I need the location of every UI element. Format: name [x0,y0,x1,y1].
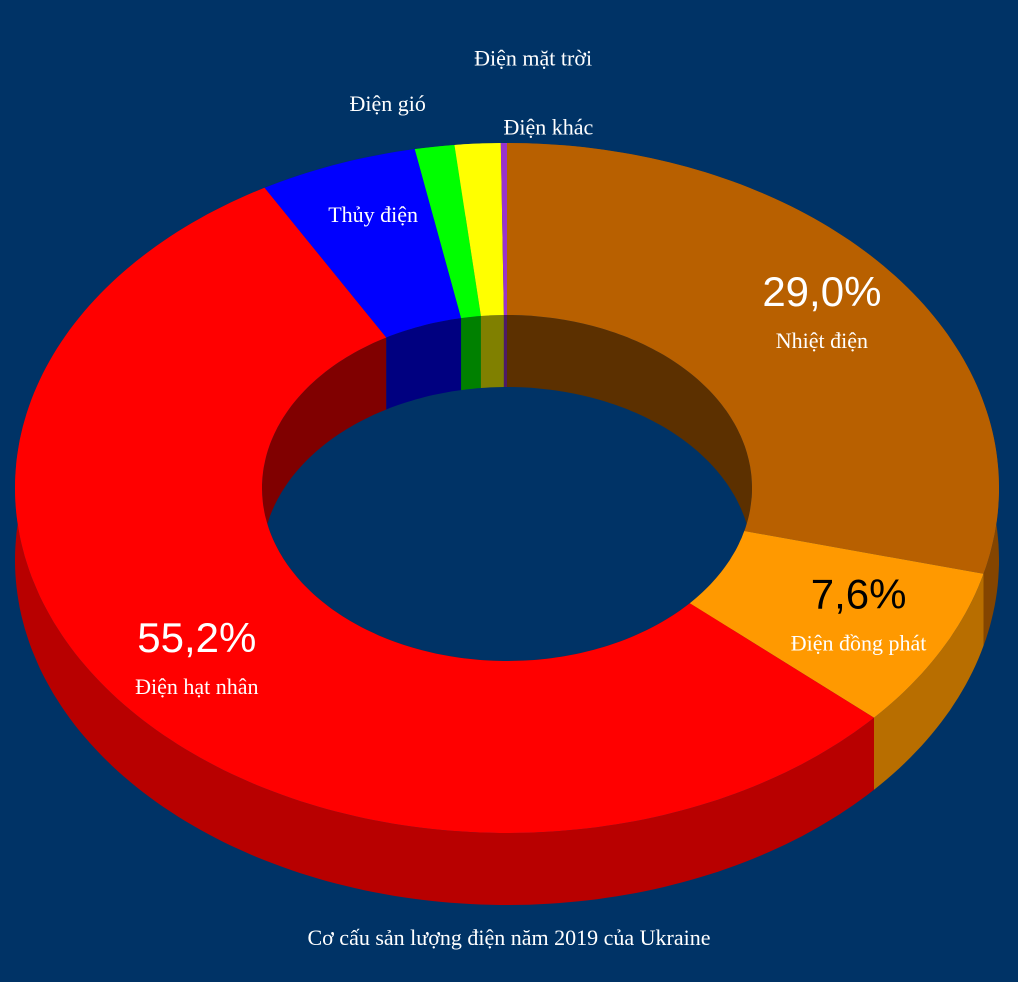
labels: 29,0% Nhiệt điện 7,6% Điện đồng phát 55,2% Đi… [135,45,926,699]
slice-label: Nhiệt điện [776,328,868,353]
slice [689,531,984,718]
slice-inner-side [503,315,507,387]
value-label: 55,2% [137,614,256,661]
slice-label: Thủy điện [328,202,418,227]
slice-label: Điện mặt trời [474,45,592,70]
slice [15,187,874,834]
chart-title: Cơ cấu sản lượng điện năm 2019 của Ukrai… [308,925,711,950]
slice-inner-side [480,315,504,388]
slice [507,143,999,574]
slice-label: Điện khác [504,115,594,140]
slice-side [15,187,874,906]
slice-inner-side [386,318,462,410]
value-label: 29,0% [762,268,881,315]
slice [500,143,507,315]
slice-inner-side [507,315,752,603]
slice [454,143,504,316]
slice-inner-side [461,316,481,391]
slice [414,145,481,319]
slices [15,143,999,834]
value-label: 7,6% [811,570,907,617]
slice-label: Điện đồng phát [791,630,927,655]
slice [264,149,462,338]
slice-label: Điện hạt nhân [135,674,258,699]
slice-side [874,573,984,790]
slice-label: Điện gió [350,91,426,116]
